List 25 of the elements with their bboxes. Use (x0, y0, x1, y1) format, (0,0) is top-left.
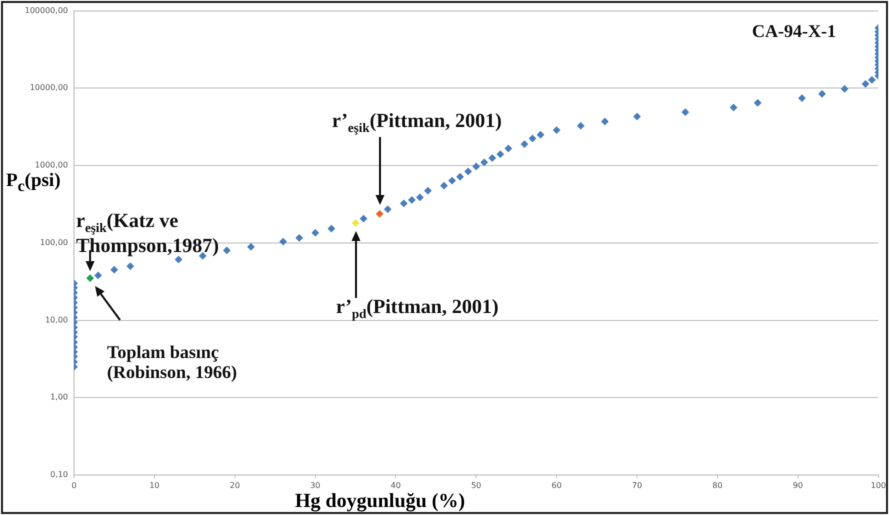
y-tick-label: 10000,00 (30, 83, 68, 92)
x-tick-label: 90 (792, 480, 804, 490)
x-tick-label: 70 (632, 480, 642, 490)
y-tick-label: 1000,00 (34, 160, 68, 170)
x-tick-label: 60 (552, 480, 562, 490)
annotation: r’$_{pd}$(Pittman, 2001) (336, 296, 500, 322)
annotation: r’$_{eşik}$(Pittman, 2001) (332, 110, 503, 136)
y-tick-label: 0,10 (50, 470, 68, 480)
annotation: CA-94-X-1 (752, 21, 837, 42)
annotation: Toplam basınç (Robinson, 1966) (107, 342, 238, 383)
x-tick-label: 100 (870, 480, 886, 490)
y-tick-label: 100000,00 (24, 6, 68, 15)
x-tick-label: 30 (310, 480, 320, 490)
y-tick-label: 1,00 (50, 392, 68, 402)
annotation: r$_{eşik}$(Katz ve Thompson,1987) (76, 210, 220, 258)
y-tick-label: 100,00 (40, 238, 68, 247)
y-tick-label: 10,00 (45, 315, 68, 324)
x-tick-label: 0 (71, 480, 77, 490)
x-tick-label: 80 (712, 480, 723, 490)
x-tick-label: 20 (230, 480, 240, 490)
y-axis-title: P$_{c}$(psi) (6, 170, 61, 196)
x-tick-label: 40 (390, 480, 401, 490)
x-tick-label: 10 (149, 480, 160, 490)
x-axis-title: Hg doygunluğu (%) (294, 490, 466, 513)
x-tick-label: 50 (471, 480, 482, 490)
